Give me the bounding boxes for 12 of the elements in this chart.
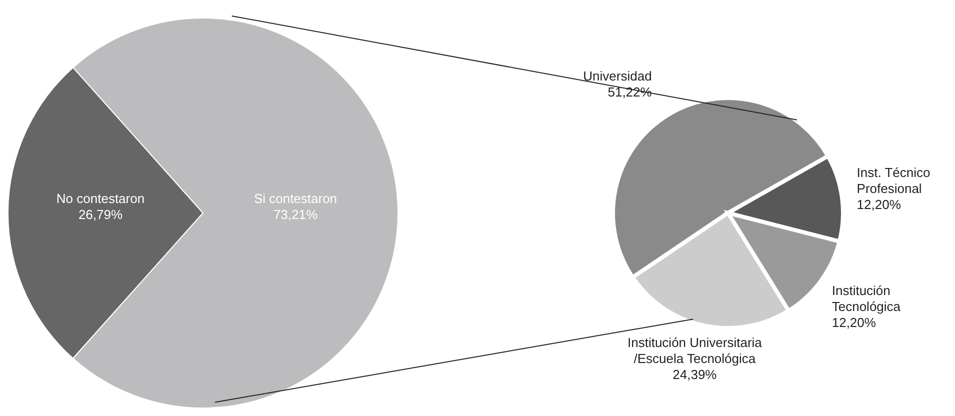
data-label: 51,22% [608,84,652,100]
data-label: 24,39% [672,367,718,382]
data-label: 26,79% [78,207,123,222]
data-label: 73,21% [273,207,318,222]
data-label: 12,20% [832,315,876,330]
slice-label: Si contestaron [254,191,338,206]
slice-label: Institución Universitaria /Escuela Tecnológica [628,335,763,366]
slice-label: Institución Tecnológica [832,283,902,314]
slice-label: No contestaron [56,191,145,206]
slice-label: Inst. Técnico Profesional [856,165,930,196]
slice-label: Universidad [583,68,652,84]
data-label: 12,20% [856,197,902,212]
